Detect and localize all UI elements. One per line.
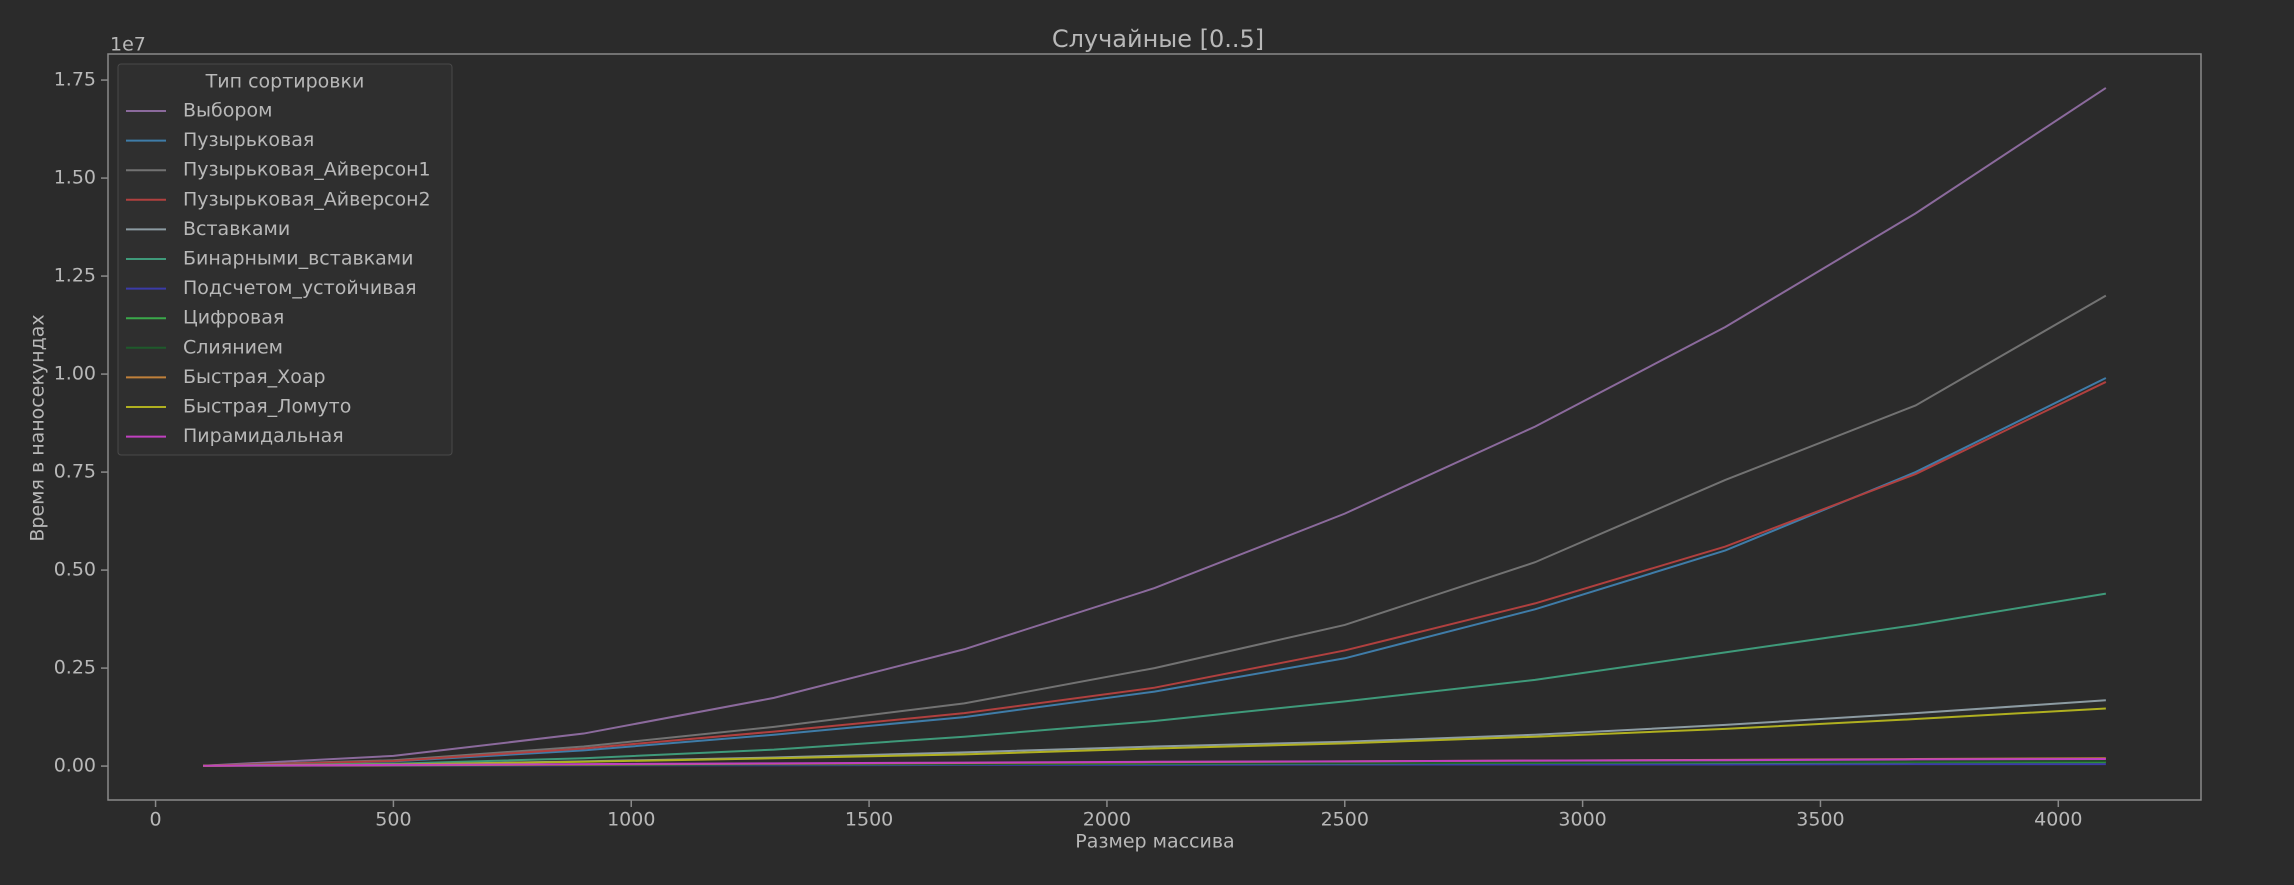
x-tick-label: 0 <box>150 809 162 831</box>
legend-label: Пузырьковая <box>183 129 314 151</box>
chart-title: Случайные [0..5] <box>1052 25 1264 53</box>
x-tick-label: 4000 <box>2034 809 2082 831</box>
legend: Тип сортировки Выбором Пузырьковая Пузырьк… <box>117 63 453 456</box>
y-tick-label: 0.00 <box>54 755 96 777</box>
x-tick-label: 2000 <box>1083 809 1131 831</box>
series-line <box>203 592 2107 767</box>
series-line <box>203 707 2106 767</box>
series-line <box>203 758 2106 767</box>
plot-area: 0 500 1000 1500 2000 2500 3000 3500 4000 0.00 0.25… <box>54 69 2107 831</box>
legend-title: Тип сортировки <box>205 71 365 93</box>
y-tick-label: 1.00 <box>54 363 96 385</box>
legend-box <box>117 63 453 456</box>
x-tick-label: 3500 <box>1796 809 1844 831</box>
axes-frame <box>107 53 2202 801</box>
series-line <box>203 87 2107 767</box>
x-tick-label: 1000 <box>607 809 655 831</box>
x-axis-label: Размер массива <box>1075 831 1234 853</box>
y-axis-label: Время в наносекундах <box>27 314 49 541</box>
y-tick-label: 0.75 <box>54 461 96 483</box>
series-line <box>203 377 2107 767</box>
legend-label: Бинарными_вставками <box>183 248 413 270</box>
series-line <box>203 381 2107 767</box>
x-tick-label: 500 <box>375 809 411 831</box>
y-tick-label: 1.25 <box>54 265 96 287</box>
legend-label: Слиянием <box>183 336 283 358</box>
y-offset-label: 1e7 <box>110 34 146 56</box>
series-line <box>203 294 2107 767</box>
legend-label: Пузырьковая_Айверсон2 <box>183 188 431 210</box>
legend-label: Пузырьковая_Айверсон1 <box>183 159 431 181</box>
y-tick-label: 0.25 <box>54 657 96 679</box>
y-tick-label: 1.50 <box>54 167 96 189</box>
legend-label: Вставками <box>183 218 290 240</box>
legend-label: Выбором <box>183 100 272 122</box>
x-tick-label: 2500 <box>1321 809 1369 831</box>
y-tick-label: 0.50 <box>54 559 96 581</box>
legend-label: Быстрая_Ломуто <box>183 396 351 418</box>
legend-label: Цифровая <box>183 307 284 329</box>
legend-label: Подсчетом_устойчивая <box>183 277 417 299</box>
legend-label: Пирамидальная <box>183 425 344 447</box>
x-tick-label: 1500 <box>845 809 893 831</box>
y-tick-label: 1.75 <box>54 69 96 91</box>
legend-label: Быстрая_Хоар <box>183 366 326 388</box>
x-tick-label: 3000 <box>1558 809 1606 831</box>
